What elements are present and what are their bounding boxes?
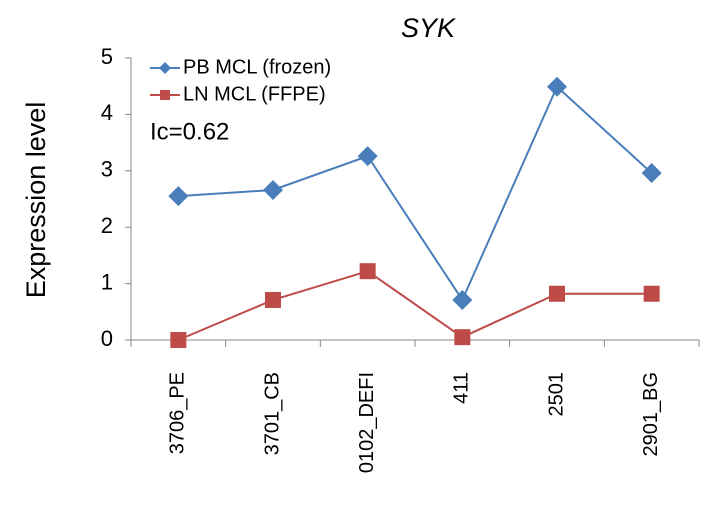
series-line <box>177 270 652 341</box>
marker <box>168 186 189 207</box>
marker <box>359 263 376 280</box>
marker <box>454 329 471 346</box>
x-tick-label: 2501 <box>545 372 567 417</box>
x-tick-label: 411 <box>451 372 473 404</box>
y-tick-label: 1 <box>101 269 113 294</box>
y-axis-label: Expression level <box>21 102 51 299</box>
y-tick-label: 5 <box>101 44 113 69</box>
y-tick-label: 0 <box>101 326 113 351</box>
x-tick-label: 3706_PE <box>167 372 189 454</box>
marker <box>452 289 473 310</box>
marker <box>263 179 283 200</box>
legend-marker <box>159 62 171 74</box>
y-tick-label: 3 <box>101 157 113 182</box>
marker <box>170 332 187 348</box>
marker <box>549 285 565 302</box>
x-tick-label: 0102_DEFI <box>356 372 378 473</box>
legend-marker <box>160 90 170 100</box>
marker <box>357 146 378 167</box>
marker <box>643 285 660 302</box>
annotation: Ic=0.62 <box>150 118 229 145</box>
marker <box>641 163 662 184</box>
y-tick-label: 4 <box>101 100 113 125</box>
series-line <box>178 85 653 303</box>
x-tick-label: 3701_CB <box>261 372 283 455</box>
y-tick-label: 2 <box>101 213 113 238</box>
legend-label: LN MCL (FFPE) <box>183 83 326 105</box>
marker <box>265 291 281 308</box>
chart-title: SYK <box>401 13 456 43</box>
marker <box>547 76 567 97</box>
x-tick-label: 2901_BG <box>640 372 662 457</box>
legend-label: PB MCL (frozen) <box>183 56 331 78</box>
